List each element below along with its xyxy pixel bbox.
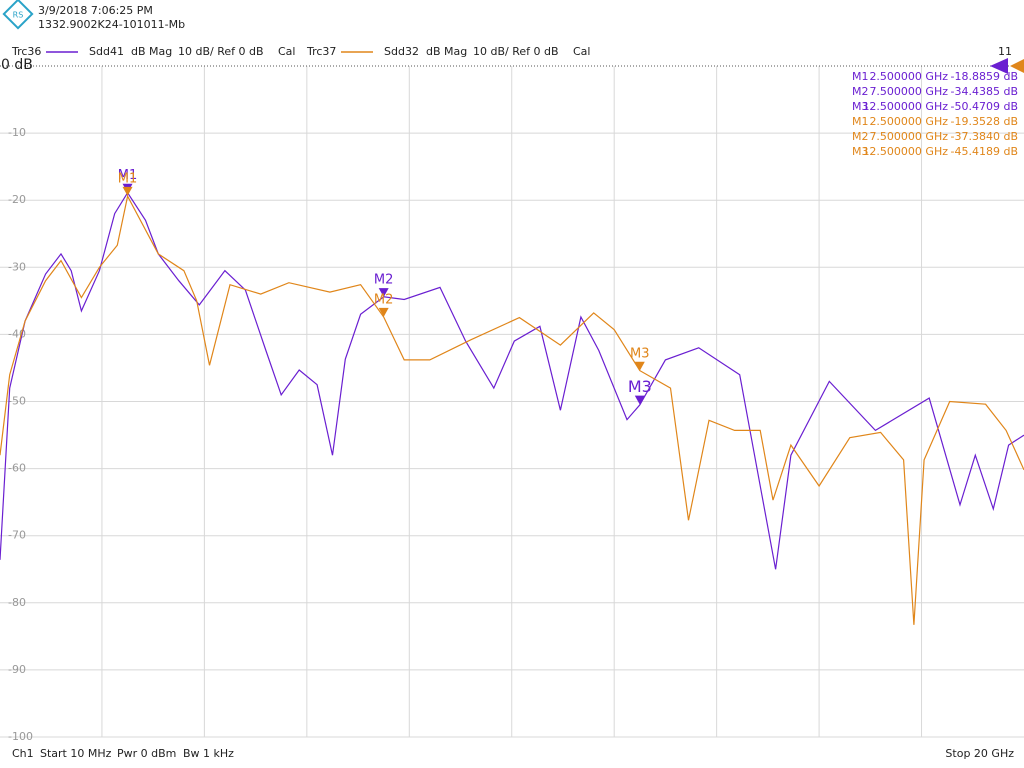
marker-table-x: 12.500000 GHz [862,100,948,113]
trace-scale: 10 dB/ Ref 0 dB [178,45,264,58]
timestamp: 3/9/2018 7:06:25 PM [38,4,153,17]
marker [634,395,645,405]
y-tick-label: -20 [8,193,26,206]
marker-table-y: -50.4709 dB [951,100,1018,113]
marker-label: M3 [630,346,650,361]
y-tick-label: -60 [8,462,26,475]
legend: Trc36 Sdd41 dB Mag 10 dB/ Ref 0 dB Cal Trc37 S… [11,45,590,58]
footer-stop: Stop 20 GHz [945,747,1014,760]
marker-table-y: -45.4189 dB [951,145,1018,158]
marker-table-x: 12.500000 GHz [862,145,948,158]
marker-table-x: 7.500000 GHz [869,130,948,143]
trace-format: dB Mag [426,45,467,58]
channel-count: 11 [998,45,1012,58]
y-tick-label: -100 [8,730,33,743]
trace-id: Trc37 [306,45,336,58]
marker [634,361,645,371]
marker-table-name: M2 [852,85,869,98]
device-id: 1332.9002K24-101011-Mb [38,18,185,31]
y-tick-label: -50 [8,395,26,408]
trace-line [0,194,1024,625]
y-tick-label: -90 [8,663,26,676]
marker-table-y: -18.8859 dB [951,70,1018,83]
footer-start: Start 10 MHz [40,747,112,760]
marker-table-name: M1 [852,115,869,128]
y-tick-label: -30 [8,260,26,273]
trace-id: Trc36 [11,45,41,58]
y-tick-label: -70 [8,529,26,542]
marker-table-y: -34.4385 dB [951,85,1018,98]
logo: RS [2,0,34,30]
legend-name: Sdd41 [89,45,124,58]
marker-table-x: 2.500000 GHz [869,70,948,83]
y-tick-label: -80 [8,596,26,609]
svg-text:RS: RS [13,11,24,20]
marker-table-name: M3 [852,100,869,113]
y-tick-label: -10 [8,126,26,139]
footer-bandwidth: Bw 1 kHz [183,747,234,760]
marker-table-y: -37.3840 dB [951,130,1018,143]
ref-marker [1010,59,1024,73]
trace-format: dB Mag [131,45,172,58]
marker-table-name: M3 [852,145,869,158]
trace-line [0,191,1024,570]
marker-table-name: M1 [852,70,869,83]
marker [378,288,389,298]
legend-name: Sdd32 [384,45,419,58]
marker [122,186,133,196]
y-tick-label: 0 dB [1,57,33,73]
marker-label: M1 [118,171,138,186]
footer-channel: Ch1 [12,747,34,760]
marker-table-x: 7.500000 GHz [869,85,948,98]
marker [378,307,389,317]
trace-cal: Cal [278,45,295,58]
trace-cal: Cal [573,45,590,58]
marker-label: M3 [628,377,652,396]
trace-scale: 10 dB/ Ref 0 dB [473,45,559,58]
marker-label: M2 [374,273,394,288]
marker-label: M1 [118,168,138,183]
marker-label: M2 [374,292,394,307]
ref-marker [990,58,1008,74]
footer-power: Pwr 0 dBm [117,747,176,760]
marker-table-name: M2 [852,130,869,143]
marker-table-y: -19.3528 dB [951,115,1018,128]
marker-table-x: 2.500000 GHz [869,115,948,128]
